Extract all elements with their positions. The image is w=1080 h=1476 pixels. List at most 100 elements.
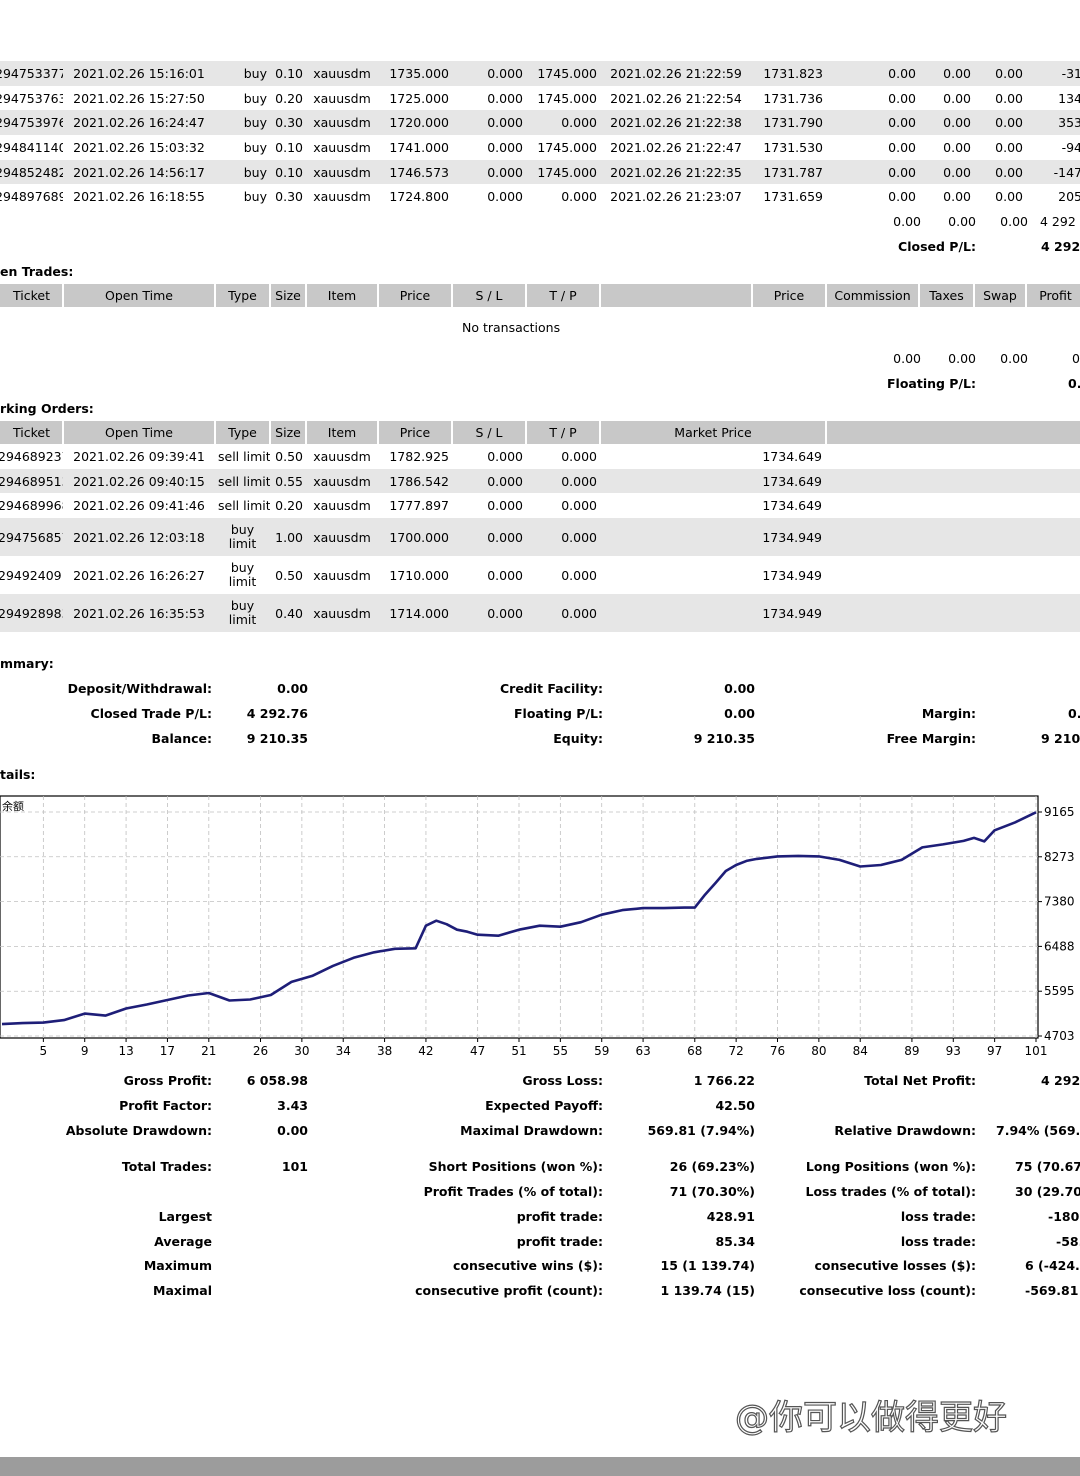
chart-x-tick-label: 101 [1025, 1044, 1048, 1058]
cell-tp: 0.000 [526, 493, 600, 519]
details-title: tails: [0, 767, 36, 782]
cell-swap: 0.00 [974, 110, 1026, 136]
col-taxes: Taxes [919, 284, 975, 307]
wo-col-item: Item [306, 421, 379, 444]
col-price: Price [378, 284, 453, 307]
abs-drawdown-label: Absolute Drawdown: [65, 1123, 212, 1138]
cell-sl: 0.000 [452, 518, 526, 557]
cell-sl: 0.000 [452, 468, 526, 494]
cell-size: 0.55 [270, 468, 306, 494]
col-tp: T / P [526, 284, 601, 307]
cell-item: xauusdm [306, 556, 378, 595]
cell-commission: 0.00 [826, 110, 919, 136]
cell-ticket: 294897689 [0, 184, 63, 210]
cell-close-price: 1731.736 [752, 85, 826, 111]
closed-totals-swap: 0.00 [1000, 214, 1028, 229]
cell-type: buy [215, 85, 270, 111]
largest-profit-label: profit trade: [516, 1209, 603, 1224]
maximal-cons-loss-label: consecutive loss (count): [799, 1283, 976, 1298]
cell-tp: 0.000 [526, 518, 600, 557]
cell-open-time: 2021.02.26 15:27:50 [63, 85, 215, 111]
profit-trades-label: Profit Trades (% of total): [423, 1184, 603, 1199]
cell-ticket: 294753763 [0, 85, 63, 111]
short-positions-value: 26 (69.23%) [669, 1159, 755, 1174]
chart-y-tick-label: 9165 [1044, 805, 1075, 819]
balance-chart: 5 9 13 17 21 26 30 34 38 42 47 51 55 59 63 68 72 76 80 84 89… [0, 795, 1075, 1058]
cell-item: xauusdm [306, 493, 378, 519]
wo-col-price: Price [378, 421, 453, 444]
cell-price: 1714.000 [378, 594, 452, 633]
cell-item: xauusdm [306, 468, 378, 494]
cell-sl: 0.000 [452, 493, 526, 519]
floating-pl-label: Floating P/L: [887, 376, 976, 391]
cell-open-time: 2021.02.26 16:24:47 [63, 110, 215, 136]
margin-label: Margin: [921, 706, 976, 721]
cell-profit: 134 [1026, 85, 1080, 111]
cell-size: 0.10 [270, 159, 306, 185]
cell-taxes: 0.00 [919, 110, 974, 136]
cell-close-price: 1731.790 [752, 110, 826, 136]
average-profit-label: profit trade: [516, 1234, 603, 1249]
cell-market-price: 1734.649 [600, 493, 826, 519]
chart-x-tick-label: 51 [511, 1044, 526, 1058]
closed-pl-label: Closed P/L: [898, 239, 976, 254]
largest-loss-label: loss trade: [900, 1209, 976, 1224]
cell-open-time: 2021.02.26 12:03:18 [63, 518, 215, 557]
loss-trades-value: 30 (29.70 [1015, 1184, 1080, 1199]
cell-price: 1782.925 [378, 444, 452, 469]
balance-label: Balance: [151, 731, 212, 746]
cell-market-price: 1734.949 [600, 594, 826, 633]
closed-totals-taxes: 0.00 [948, 214, 976, 229]
cell-price: 1700.000 [378, 518, 452, 557]
cell-commission: 0.00 [826, 184, 919, 210]
closed-pl-value: 4 292. [1041, 239, 1080, 254]
chart-balance-line [1, 811, 1037, 1026]
cell-swap: 0.00 [974, 85, 1026, 111]
cell-taxes: 0.00 [919, 61, 974, 86]
cell-size: 0.30 [270, 184, 306, 210]
closed-trade-pl-label: Closed Trade P/L: [90, 706, 212, 721]
cell-item: xauusdm [306, 444, 378, 469]
chart-corner-label: 余额 [2, 799, 24, 813]
cell-close-time: 2021.02.26 21:22:54 [600, 85, 752, 111]
cell-profit: -94 [1026, 135, 1080, 160]
cell-size: 0.20 [270, 85, 306, 111]
cell-ticket: 294689968 [0, 493, 63, 519]
cell-profit: -31 [1026, 61, 1080, 86]
cell-item: xauusdm [306, 110, 378, 136]
cell-market-price: 1734.949 [600, 556, 826, 595]
chart-x-tick-label: 38 [377, 1044, 392, 1058]
cell-price: 1720.000 [378, 110, 452, 136]
col-commission: Commission [826, 284, 920, 307]
cell-ticket: 294852482 [0, 159, 63, 185]
chart-x-tick-label: 68 [687, 1044, 702, 1058]
open-totals-commission: 0.00 [893, 351, 921, 366]
maximal-cons-profit-label: consecutive profit (count): [415, 1283, 603, 1298]
cell-type: buy [215, 184, 270, 210]
open-totals-swap: 0.00 [1000, 351, 1028, 366]
cell-open-time: 2021.02.26 09:40:15 [63, 468, 215, 494]
chart-x-tick-label: 17 [160, 1044, 175, 1058]
short-positions-label: Short Positions (won %): [428, 1159, 603, 1174]
open-totals-taxes: 0.00 [948, 351, 976, 366]
chart-y-tick-label: 6488 [1044, 939, 1075, 953]
largest-label: Largest [158, 1209, 212, 1224]
cell-taxes: 0.00 [919, 159, 974, 185]
chart-x-tick-label: 26 [253, 1044, 268, 1058]
chart-x-tick-label: 93 [946, 1044, 961, 1058]
closed-trade-row: 2948524822021.02.26 14:56:17buy0.10xauus… [0, 159, 1080, 185]
chart-y-tick-label: 5595 [1044, 984, 1075, 998]
closed-trade-row: 2947537632021.02.26 15:27:50buy0.20xauus… [0, 85, 1080, 111]
cell-taxes: 0.00 [919, 85, 974, 111]
deposit-label: Deposit/Withdrawal: [67, 681, 212, 696]
wo-col-blank [826, 421, 1080, 444]
gross-loss-value: 1 766.22 [693, 1073, 755, 1088]
chart-x-tick-label: 42 [418, 1044, 433, 1058]
total-net-value: 4 292. [1041, 1073, 1080, 1088]
cell-item: xauusdm [306, 184, 378, 210]
chart-x-tick-label: 47 [470, 1044, 485, 1058]
chart-x-tick-label: 55 [553, 1044, 568, 1058]
cell-ticket: 294841140 [0, 135, 63, 160]
